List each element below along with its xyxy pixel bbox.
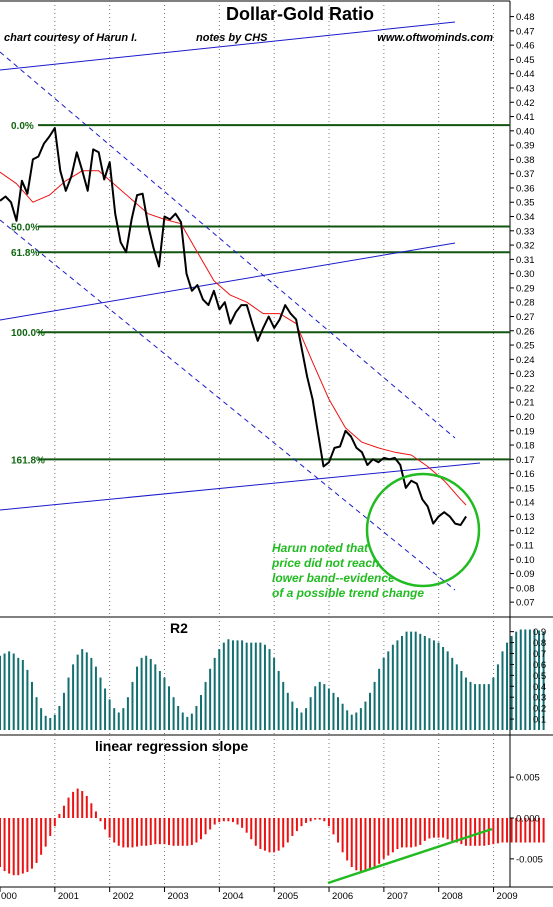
r2-tick-label: 0.8 [533, 638, 546, 649]
highlight-circle [365, 472, 481, 588]
x-tick-label: 2003 [168, 891, 189, 902]
y-tick-label: 0.17 [516, 455, 535, 466]
slope-tick-label: -0.005 [516, 854, 543, 865]
y-tick-label: 0.29 [516, 283, 535, 294]
y-tick-label: 0.12 [516, 526, 535, 537]
y-tick-label: 0.11 [516, 541, 534, 552]
r2-tick-label: 0.5 [533, 671, 546, 682]
website-url: www.oftwominds.com [377, 32, 493, 44]
y-tick-label: 0.48 [516, 12, 535, 23]
x-tick-label: 2002 [113, 891, 134, 902]
r2-tick-label: 0.2 [533, 704, 546, 715]
y-tick-label: 0.18 [516, 441, 535, 452]
slope-tick-label: 0.005 [516, 773, 540, 784]
y-tick-label: 0.14 [516, 498, 535, 509]
fib-level-label: 161.8% [11, 455, 45, 466]
y-tick-label: 0.25 [516, 341, 535, 352]
regression-band-line [0, 219, 456, 591]
regression-band-line [0, 51, 456, 439]
y-tick-label: 0.23 [516, 369, 535, 380]
y-tick-label: 0.42 [516, 98, 535, 109]
annotation-line-3: lower band--evidence [272, 571, 395, 585]
x-tick-label: 2009 [497, 891, 518, 902]
price-line [0, 127, 467, 526]
r2-tick-label: 0.3 [533, 693, 546, 704]
y-tick-label: 0.41 [516, 112, 535, 123]
x-axis: 000 2001 2002 2003 2004 2005 2006 2007 2008 2009 [0, 887, 518, 902]
y-tick-label: 0.34 [516, 212, 535, 223]
y-tick-label: 0.28 [516, 298, 535, 309]
moving-average-line [0, 170, 467, 506]
annotation-text: Harun noted that price did not reach low… [271, 541, 424, 600]
x-tick-label: 2001 [58, 891, 79, 902]
r2-tick-label: 0.4 [533, 682, 546, 693]
r2-tick-label: 0.7 [533, 649, 546, 660]
r2-tick-label: 0.1 [533, 715, 546, 726]
y-tick-label: 0.36 [516, 183, 535, 194]
y-tick-label: 0.27 [516, 312, 535, 323]
y-tick-label: 0.07 [516, 598, 535, 609]
notes-credit: notes by CHS [196, 32, 268, 44]
y-tick-label: 0.10 [516, 555, 535, 566]
x-tick-label: 000 [1, 891, 17, 902]
main-price-panel: 0.48 0.47 0.46 0.45 0.44 0.43 0.42 0.41 0.40 0.39… [0, 0, 535, 617]
y-tick-label: 0.09 [516, 569, 535, 580]
y-tick-label: 0.22 [516, 383, 535, 394]
regression-channel-line [0, 21, 456, 71]
fib-level-label: 100.0% [11, 328, 45, 339]
y-tick-label: 0.30 [516, 269, 535, 280]
regression-channel-line [0, 242, 456, 321]
fib-level-label: 50.0% [11, 223, 39, 234]
y-tick-label: 0.32 [516, 241, 535, 252]
annotation-line-4: of a possible trend change [272, 586, 424, 600]
y-tick-label: 0.38 [516, 155, 535, 166]
y-tick-label: 0.21 [516, 398, 535, 409]
y-tick-label: 0.08 [516, 583, 535, 594]
slope-tick-label: 0.000 [516, 813, 540, 824]
r2-panel: 0.90.80.70.60.50.40.30.20.1 R2 [0, 617, 546, 735]
annotation-line-2: price did not reach [271, 556, 379, 570]
y-tick-label: 0.35 [516, 198, 535, 209]
y-tick-label: 0.46 [516, 41, 535, 52]
chart-credit: chart courtesy of Harun I. [4, 32, 137, 44]
slope-title: linear regression slope [95, 738, 248, 754]
fib-level-label: 61.8% [11, 248, 39, 259]
y-tick-label: 0.44 [516, 69, 535, 80]
annotation-line-1: Harun noted that [272, 541, 369, 555]
r2-title: R2 [170, 620, 188, 636]
x-tick-label: 2004 [222, 891, 243, 902]
y-tick-label: 0.20 [516, 412, 535, 423]
y-tick-label: 0.24 [516, 355, 535, 366]
r2-tick-label: 0.6 [533, 660, 546, 671]
y-tick-label: 0.19 [516, 426, 535, 437]
y-tick-label: 0.43 [516, 83, 535, 94]
fib-level-label: 0.0% [11, 121, 34, 132]
y-tick-label: 0.37 [516, 169, 535, 180]
chart-title: Dollar-Gold Ratio [226, 4, 374, 24]
y-tick-label: 0.47 [516, 26, 535, 37]
y-tick-label: 0.15 [516, 483, 535, 494]
y-tick-label: 0.39 [516, 141, 535, 152]
y-tick-label: 0.31 [516, 255, 535, 266]
regression-channel-line [0, 462, 481, 511]
r2-tick-label: 0.9 [533, 627, 546, 638]
trend-line [327, 827, 493, 885]
y-tick-label: 0.45 [516, 55, 535, 66]
x-tick-label: 2005 [277, 891, 298, 902]
y-tick-label: 0.40 [516, 126, 535, 137]
y-tick-label: 0.33 [516, 226, 535, 237]
slope-panel: 0.005 0.000 -0.005 linear regression slope [0, 735, 545, 887]
y-tick-label: 0.16 [516, 469, 535, 480]
y-tick-label: 0.26 [516, 326, 535, 337]
x-tick-label: 2006 [332, 891, 353, 902]
y-tick-label: 0.13 [516, 512, 535, 523]
x-tick-label: 2007 [387, 891, 408, 902]
x-tick-label: 2008 [442, 891, 463, 902]
